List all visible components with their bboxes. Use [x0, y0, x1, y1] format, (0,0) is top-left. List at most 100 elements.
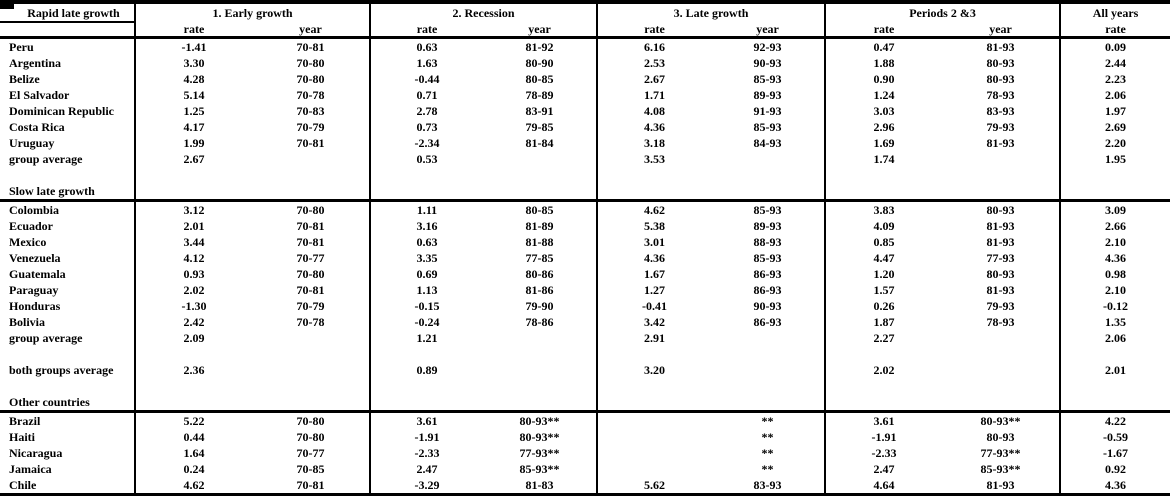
year-cell: 70-79: [252, 298, 372, 314]
year-cell: 80-85: [483, 71, 599, 87]
rate-cell: 3.53: [644, 152, 666, 166]
table-row: both groups average 2.36 0.89 3.20 2.02 2.01: [0, 362, 1170, 378]
year-cell: 70-77: [252, 250, 372, 266]
year-cell: 92-93: [711, 37, 827, 55]
rate-cell: 0.63: [416, 40, 438, 54]
year-cell: [942, 346, 1062, 362]
year-cell: 86-93: [711, 266, 827, 282]
rate-cell: 1.13: [416, 283, 438, 297]
year-cell: 79-93: [942, 298, 1062, 314]
table-row: Peru -1.41 70-81 0.63 81-92 6.16 92-93 0.47 81-9…: [0, 37, 1170, 55]
year-cell: [711, 330, 827, 346]
year-cell: 70-80: [252, 266, 372, 282]
rate-cell: 0.73: [416, 120, 438, 134]
rate-cell: [597, 429, 711, 445]
year-cell: [942, 330, 1062, 346]
group-label: Slow late growth: [0, 183, 136, 201]
allyears-rate-cell: 2.01: [1105, 363, 1127, 377]
table-row: El Salvador 5.14 70-78 0.71 78-89 1.71 89-93 1.…: [0, 87, 1170, 103]
rate-cell: 4.36: [644, 251, 666, 265]
table-row: Colombia 3.12 70-80 1.11 80-85 4.62 85-93 3.83 8…: [0, 199, 1170, 218]
year-cell: 78-89: [483, 87, 599, 103]
rate-cell: [597, 445, 711, 461]
rate-cell: [597, 410, 712, 429]
year-cell: 81-93: [942, 37, 1062, 55]
year-cell: 78-93: [942, 314, 1062, 330]
subheader-year: year: [711, 22, 827, 39]
rate-cell: 1.21: [416, 331, 438, 345]
year-cell: 77-93**: [942, 445, 1062, 461]
year-cell: 80-85: [483, 199, 599, 218]
rate-cell: 0.85: [873, 235, 895, 249]
rate-cell: 1.69: [873, 136, 895, 150]
rate-cell: [825, 394, 942, 412]
year-cell: 81-93: [942, 218, 1062, 234]
rate-cell: 4.36: [644, 120, 666, 134]
allyears-rate-cell: [1060, 167, 1170, 183]
year-cell: 90-93: [711, 298, 827, 314]
year-cell: 70-80: [252, 199, 372, 218]
rate-cell: 1.64: [183, 446, 205, 460]
year-cell: 80-93**: [483, 429, 599, 445]
year-cell: 70-81: [252, 218, 372, 234]
table-row: Belize 4.28 70-80 -0.44 80-85 2.67 85-93 0.90 80…: [0, 71, 1170, 87]
rate-cell: 3.44: [183, 235, 205, 249]
rate-cell: 2.67: [644, 72, 666, 86]
year-cell: 89-93: [711, 218, 827, 234]
rate-cell: -2.34: [414, 136, 440, 150]
year-cell: 70-85: [252, 461, 372, 477]
header-recession: 2. Recession: [370, 2, 599, 22]
rate-cell: [825, 346, 942, 362]
allyears-rate-cell: 2.06: [1105, 331, 1127, 345]
allyears-rate-cell: [1060, 346, 1170, 362]
year-cell: 70-83: [252, 103, 372, 119]
year-cell: 70-78: [252, 87, 372, 103]
header-group-row: Rapid late growth 1. Early growth 2. Rec…: [0, 2, 1170, 23]
year-cell: 91-93: [711, 103, 827, 119]
rate-cell: 0.69: [416, 267, 438, 281]
country-cell: Dominican Republic: [0, 103, 136, 119]
year-cell: 86-93: [711, 282, 827, 298]
country-cell: Honduras: [0, 298, 136, 314]
rate-cell: 0.44: [183, 430, 205, 444]
year-cell: [711, 346, 827, 362]
country-cell: El Salvador: [0, 87, 136, 103]
year-cell: 86-93: [711, 314, 827, 330]
rate-cell: 4.62: [597, 199, 712, 218]
year-cell: 70-81: [252, 37, 372, 55]
rate-cell: 4.17: [183, 120, 205, 134]
allyears-rate-cell: -0.12: [1103, 299, 1129, 313]
table-row: Brazil 5.22 70-80 3.61 80-93** ** 3.61 80-93** 4…: [0, 410, 1170, 429]
year-cell: 81-92: [483, 37, 599, 55]
rate-cell: 0.26: [873, 299, 895, 313]
allyears-rate-cell: -0.59: [1103, 430, 1129, 444]
rate-cell: [135, 167, 252, 183]
rate-cell: [370, 167, 483, 183]
rate-cell: -0.15: [414, 299, 440, 313]
year-cell: 85-93**: [942, 461, 1062, 477]
rate-cell: [825, 183, 942, 201]
rate-cell: 0.53: [416, 152, 438, 166]
rate-cell: -3.29: [414, 478, 440, 492]
subheader-rate: rate: [1060, 22, 1170, 39]
header-subcol-row: rate year rate year rate year rate year …: [0, 22, 1170, 39]
year-cell: **: [711, 410, 827, 429]
subheader-rate: rate: [597, 22, 712, 39]
table-row: Argentina 3.30 70-80 1.63 80-90 2.53 90-93 1.88…: [0, 55, 1170, 71]
year-cell: [252, 151, 372, 167]
allyears-rate-cell: 2.66: [1105, 219, 1127, 233]
year-cell: 90-93: [711, 55, 827, 71]
year-cell: [252, 362, 372, 378]
year-cell: 83-91: [483, 103, 599, 119]
rate-cell: 2.91: [644, 331, 666, 345]
year-cell: 70-81: [252, 135, 372, 151]
rate-cell: -1.41: [181, 40, 207, 54]
year-cell: 80-93: [942, 199, 1062, 218]
year-cell: **: [711, 429, 827, 445]
rate-cell: 1.25: [183, 104, 205, 118]
table-row: Dominican Republic 1.25 70-83 2.78 83-91 4.08…: [0, 103, 1170, 119]
year-cell: [252, 378, 372, 394]
subheader-rate: rate: [370, 22, 484, 39]
country-cell: Paraguay: [0, 282, 136, 298]
